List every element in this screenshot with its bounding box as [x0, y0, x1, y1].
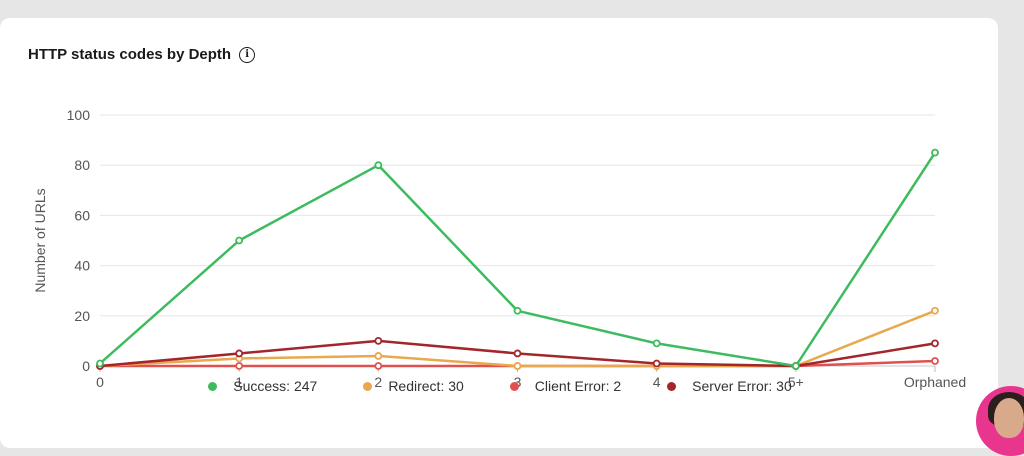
info-icon[interactable]: i [239, 46, 256, 63]
legend-label-success: Success: 247 [233, 378, 318, 394]
legend-label-client-error: Client Error: 2 [534, 378, 622, 394]
y-tick-label: 60 [74, 207, 90, 223]
series-line-success [99, 151, 937, 368]
legend-dot-client-error [509, 381, 519, 391]
y-tick-label: 20 [74, 308, 90, 324]
data-point-success [931, 148, 939, 157]
legend-label-server-error: Server Error: 30 [692, 378, 792, 394]
data-point-client-error [931, 357, 939, 365]
data-point-server-error [235, 349, 244, 358]
data-point-success [374, 161, 383, 170]
data-point-client-error [235, 362, 244, 370]
line-chart: 0 20 40 60 80 100 0 1 2 3 4 5+ Orphaned Number of URL… [32, 107, 966, 390]
data-point-server-error [513, 349, 522, 358]
chart-card: HTTP status codes by Depth i [0, 18, 998, 448]
legend-dot-success [208, 381, 218, 391]
chart-legend: Success: 247 Redirect: 30 Client Error: … [0, 378, 1000, 394]
legend-label-redirect: Redirect: 30 [388, 378, 464, 394]
series-line-redirect [99, 309, 936, 368]
y-tick-label: 100 [67, 107, 91, 123]
data-point-redirect [374, 352, 383, 360]
data-point-server-error [374, 336, 383, 345]
card-title: HTTP status codes by Depth i [28, 46, 256, 63]
avatar-face [994, 398, 1024, 438]
legend-item-success[interactable]: Success: 247 [208, 378, 317, 394]
legend-item-server-error[interactable]: Server Error: 30 [667, 378, 792, 394]
y-tick-label: 80 [74, 157, 90, 173]
legend-dot-server-error [667, 381, 677, 391]
legend-item-client-error[interactable]: Client Error: 2 [509, 378, 622, 394]
data-point-success [513, 306, 522, 315]
x-tick-label: 0 [96, 374, 104, 390]
y-axis-label: Number of URLs [32, 188, 48, 292]
y-tick-label: 40 [74, 258, 90, 274]
data-point-success [96, 359, 104, 368]
x-tick-label: 2 [374, 374, 382, 390]
data-point-redirect [513, 362, 522, 370]
data-point-server-error [652, 359, 661, 368]
legend-dot-redirect [363, 381, 373, 391]
x-tick-label: 3 [514, 374, 522, 390]
data-point-redirect [931, 306, 939, 315]
x-tick-label: 5+ [788, 374, 804, 390]
x-tick-label: 1 [235, 374, 243, 390]
x-tick-label: Orphaned [904, 374, 966, 390]
data-point-client-error [374, 362, 383, 370]
y-tick-label: 0 [82, 358, 90, 374]
data-point-success [791, 362, 800, 370]
x-tick-label: 4 [653, 374, 661, 390]
data-point-server-error [931, 339, 939, 348]
chart-title: HTTP status codes by Depth [28, 46, 232, 63]
data-point-success [652, 339, 661, 348]
legend-item-redirect[interactable]: Redirect: 30 [363, 378, 464, 394]
data-point-success [235, 236, 244, 245]
